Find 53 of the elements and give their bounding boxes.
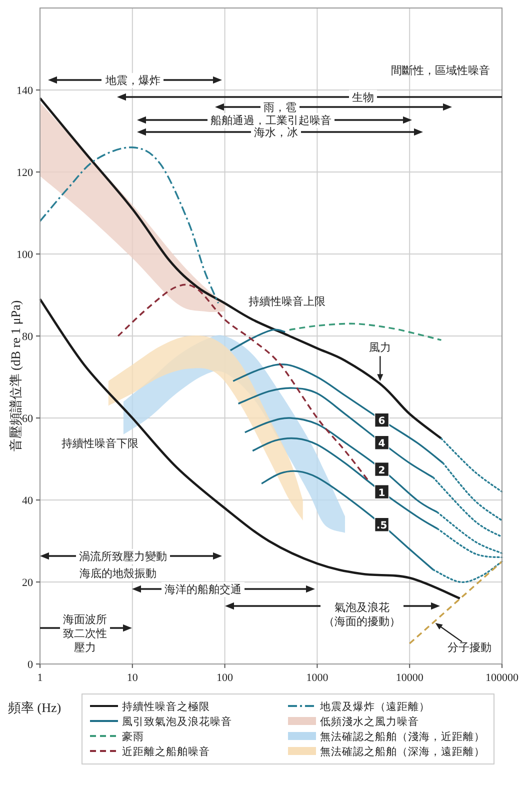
y-tick-label: 20 [22, 577, 34, 589]
x-tick-label: 1 [37, 672, 43, 684]
annotation: 風力 [369, 341, 392, 382]
y-tick-label: 0 [28, 659, 34, 671]
x-axis-title: 頻率 (Hz) [8, 700, 62, 715]
annotation: .5 [376, 520, 388, 532]
annotation: 海水，冰 [254, 126, 298, 139]
annotation: 持續性噪音上限 [248, 295, 326, 308]
annotation: 氣泡及浪花（海面的擾動） [225, 600, 440, 629]
x-tick-label: 100 [216, 672, 234, 684]
annotation: 分子擾動 [447, 641, 492, 654]
annotation: 風力 [369, 341, 392, 354]
annotation: 4 [374, 435, 390, 450]
annotation: 2 [378, 465, 386, 476]
annotation: 海水，冰 [137, 125, 423, 140]
annotation: 海面波所致二次性壓力 [63, 613, 107, 654]
y-axis-title: 音壓頻譜位準 (dB re 1 μPa) [8, 300, 23, 452]
legend-label: 豪雨 [122, 730, 144, 743]
y-tick-label: 140 [16, 85, 34, 97]
y-tick-label: 80 [22, 331, 34, 343]
annotation: 地震，爆炸 [48, 73, 222, 88]
annotation: 生物 [352, 91, 374, 104]
x-tick-label: 10 [126, 672, 138, 684]
annotation: .5 [374, 517, 390, 532]
legend-label: 持續性噪音之極限 [122, 700, 210, 713]
annotation: 海底的地殼振動 [80, 567, 156, 580]
legend-label: 近距離之船舶噪音 [122, 745, 210, 758]
annotation: 海洋的船舶交通 [132, 582, 315, 597]
y-tick-label: 100 [16, 249, 34, 261]
annotation: 間斷性，區域性噪音 [391, 64, 490, 77]
legend-label: 無法確認之船舶（淺海，近距離） [320, 730, 485, 743]
annotation: 持續性噪音下限 [62, 437, 138, 450]
legend-label: 低頻淺水之風力噪音 [320, 715, 419, 728]
legend-label: 風引致氣泡及浪花噪音 [122, 715, 232, 728]
y-tick-label: 60 [22, 413, 34, 425]
legend-label: 地震及爆炸（遠距離） [319, 700, 430, 713]
annotation: 6 [374, 412, 390, 428]
annotation: 渦流所致壓力變動 [79, 550, 167, 563]
x-tick-label: 100000 [486, 672, 519, 684]
annotation: 地震，爆炸 [104, 74, 160, 87]
annotation: 2 [374, 462, 390, 477]
x-tick-label: 1000 [306, 672, 329, 684]
y-tick-label: 120 [16, 167, 34, 179]
annotation: 氣泡及浪花（海面的擾動） [324, 601, 400, 628]
x-tick-label: 10000 [396, 672, 424, 684]
annotation: 1 [374, 484, 390, 500]
annotation: 1 [378, 488, 386, 499]
annotation: 4 [378, 438, 386, 450]
y-tick-label: 40 [22, 495, 34, 507]
annotation: 渦流所致壓力變動 [40, 549, 222, 564]
legend-label: 無法確認之船舶（深海，遠距離） [320, 745, 485, 758]
annotation: 6 [378, 416, 386, 428]
annotation: 海洋的船舶交通 [164, 583, 242, 596]
